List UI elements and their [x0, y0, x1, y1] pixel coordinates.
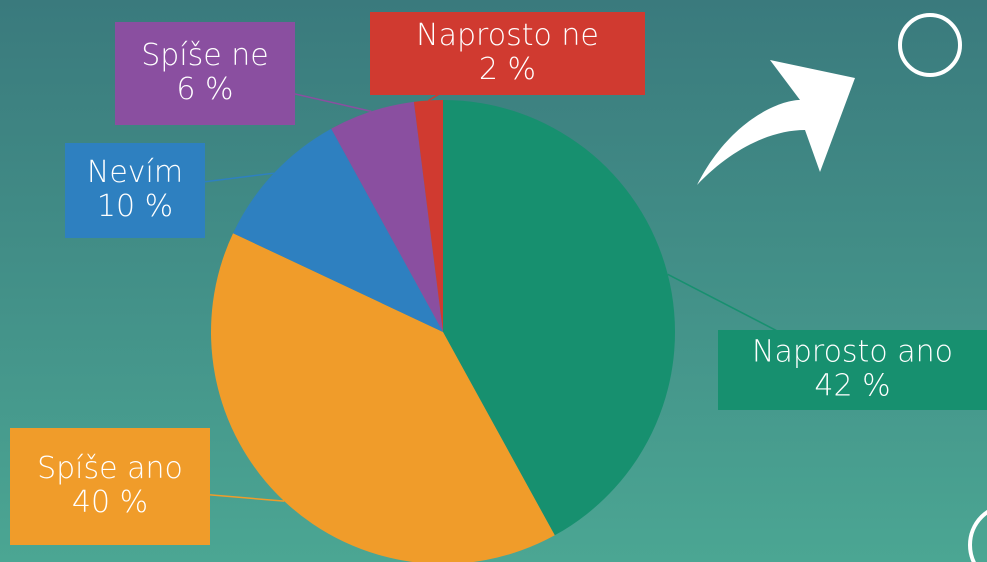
- label-box: [370, 12, 645, 95]
- value-label: 42 %: [814, 369, 890, 404]
- value-label: 6 %: [176, 72, 233, 107]
- label-box: [10, 428, 210, 545]
- label-box: [718, 330, 987, 410]
- category-label: Spíše ano: [37, 451, 183, 486]
- decorative-ring: [898, 13, 962, 77]
- category-label: Naprosto ne: [416, 18, 599, 53]
- decorative-ring: [968, 509, 987, 562]
- pie-slice: [233, 128, 443, 332]
- value-label: 40 %: [72, 485, 148, 520]
- pie-slice: [443, 100, 675, 536]
- label-box: [65, 143, 205, 238]
- pie-slice: [413, 100, 443, 332]
- decorative-arrow: [697, 60, 855, 185]
- value-label: 2 %: [479, 52, 536, 87]
- value-label: 10 %: [97, 189, 173, 224]
- category-label: Naprosto ano: [752, 335, 953, 370]
- pie-slice: [331, 101, 443, 332]
- category-label: Spíše ne: [141, 38, 269, 73]
- label-box: [115, 22, 295, 125]
- category-label: Nevím: [87, 155, 183, 190]
- pie-slice: [211, 233, 555, 562]
